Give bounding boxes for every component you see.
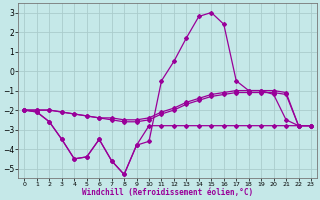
X-axis label: Windchill (Refroidissement éolien,°C): Windchill (Refroidissement éolien,°C) (82, 188, 253, 197)
